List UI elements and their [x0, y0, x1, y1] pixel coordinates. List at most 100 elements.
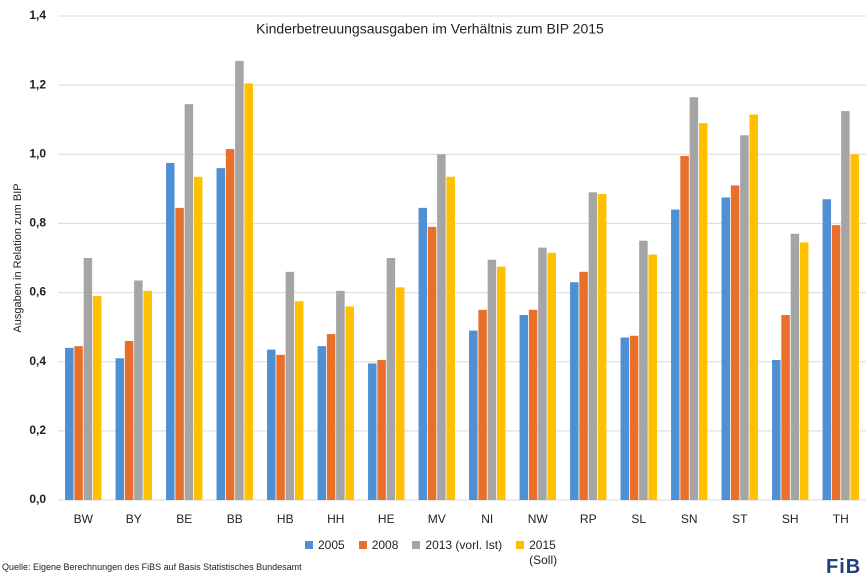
bar [579, 271, 588, 500]
x-tick-label: HH [327, 512, 344, 526]
bar [345, 306, 354, 500]
bar [267, 349, 276, 500]
y-tick-label: 0,2 [29, 423, 46, 437]
bar [850, 154, 859, 501]
bar [377, 359, 386, 500]
bar [689, 97, 699, 500]
bar [730, 185, 740, 500]
x-tick-label: BB [227, 512, 243, 526]
bar [193, 176, 203, 500]
y-tick-label: 1,4 [29, 8, 46, 22]
y-tick-label: 0,0 [29, 492, 46, 506]
legend-swatch [516, 541, 525, 549]
bar [620, 337, 630, 500]
legend-label: 2005 [318, 538, 345, 552]
chart-title: Kinderbetreuungsausgaben im Verhältnis z… [256, 21, 604, 37]
x-tick-label: SL [631, 512, 646, 526]
logo: FiB [826, 556, 862, 578]
bar [83, 258, 93, 500]
y-tick-label: 1,0 [29, 146, 46, 160]
legend-label: 2015 (Soll) [529, 538, 558, 567]
bar [216, 168, 226, 500]
bar [244, 83, 253, 501]
bar [740, 135, 749, 500]
bar [478, 309, 487, 500]
bar [368, 363, 377, 500]
bar [395, 287, 405, 500]
bar [336, 290, 345, 500]
bar [446, 176, 455, 500]
bar [134, 280, 143, 500]
y-tick-label: 1,2 [29, 77, 46, 91]
bar [781, 315, 790, 500]
x-tick-label: HB [277, 512, 294, 526]
bar [317, 346, 327, 500]
y-tick-label: 0,8 [29, 216, 46, 230]
x-tick-label: BY [126, 512, 142, 526]
bar [92, 296, 102, 500]
bar [841, 111, 850, 501]
x-tick-label: TH [833, 512, 849, 526]
legend-swatch [412, 541, 421, 549]
bar [570, 282, 579, 500]
bar [538, 247, 547, 500]
x-tick-label: BE [176, 512, 192, 526]
bar [790, 233, 800, 501]
bar [749, 114, 758, 501]
bar [427, 226, 437, 500]
bar [547, 252, 556, 500]
bar [294, 301, 304, 500]
legend-item: 2013 (vorl. Ist) [412, 538, 502, 568]
bar [528, 309, 538, 500]
source: Quelle: Eigene Berechnungen des FiBS auf… [2, 562, 302, 572]
bar [629, 335, 639, 500]
bar [166, 162, 175, 500]
x-tick-label: BW [74, 512, 94, 526]
bar [418, 207, 428, 500]
bar [772, 359, 781, 500]
bar [437, 154, 446, 501]
legend-item: 2015 (Soll) [516, 538, 571, 568]
bar [225, 149, 235, 500]
bar [143, 290, 152, 500]
x-tick-label: NI [481, 512, 493, 526]
bar [831, 225, 841, 500]
bar [721, 197, 731, 500]
legend-item: 2005 [305, 538, 345, 568]
bar [65, 347, 74, 500]
bar [285, 271, 295, 500]
bar [597, 194, 607, 501]
y-tick-label: 0,4 [29, 354, 46, 368]
bar [115, 358, 125, 500]
x-tick-label: SH [782, 512, 799, 526]
bar [671, 209, 680, 500]
x-tick-label: ST [732, 512, 748, 526]
y-tick-label: 0,6 [29, 285, 46, 299]
bar [496, 266, 506, 500]
bar [235, 60, 244, 500]
bar [326, 334, 336, 500]
bar [680, 156, 689, 500]
x-tick-label: SN [681, 512, 698, 526]
bar [184, 104, 194, 501]
bar [799, 242, 809, 500]
y-axis-label: Ausgaben in Relation zum BIP [12, 183, 24, 332]
bar [124, 340, 134, 500]
bar [487, 259, 497, 500]
x-tick-label: HE [378, 512, 395, 526]
legend-swatch [358, 541, 367, 549]
bar [175, 207, 184, 500]
bar [822, 199, 832, 500]
legend: 2005 2008 2013 (vorl. Ist) 2015 (Soll) [305, 538, 571, 568]
legend-item: 2008 [358, 538, 399, 568]
bar [648, 254, 657, 500]
legend-swatch [305, 541, 313, 549]
x-tick-label: RP [580, 512, 597, 526]
bar [588, 192, 598, 501]
legend-label: 2008 [371, 538, 399, 552]
bar [698, 123, 708, 501]
bar [519, 315, 529, 500]
bar [276, 354, 285, 500]
bar [469, 330, 478, 500]
bar [639, 240, 648, 500]
